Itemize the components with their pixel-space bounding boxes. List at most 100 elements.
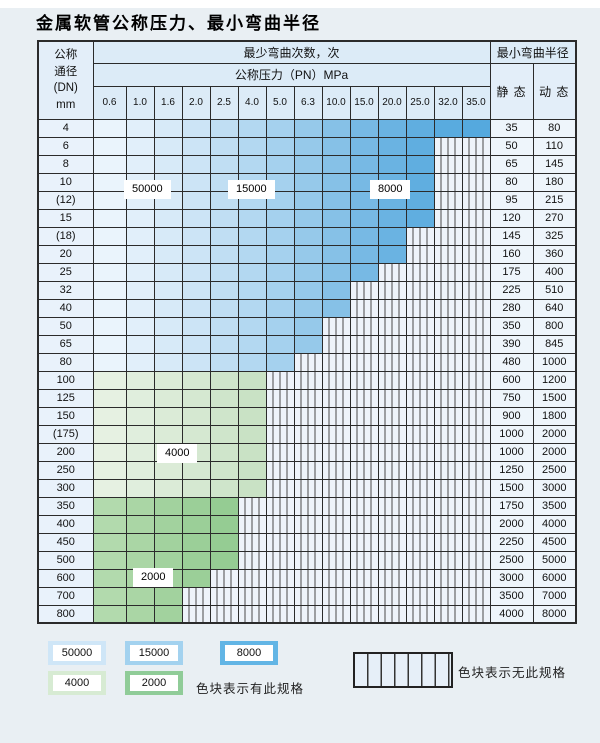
- static-cell: 350: [489, 316, 534, 336]
- no-spec-cell: [377, 460, 407, 480]
- spec-cell: [209, 550, 239, 570]
- no-spec-cell: [265, 550, 295, 570]
- spec-cell: [153, 154, 183, 174]
- no-spec-cell: [433, 226, 463, 246]
- no-spec-cell: [237, 604, 267, 624]
- spec-cell: [125, 280, 155, 300]
- no-spec-cell: [433, 406, 463, 426]
- dn-cell: 8: [37, 154, 94, 174]
- no-spec-cell: [321, 586, 351, 606]
- spec-cell: [92, 154, 127, 174]
- dn-cell: (18): [37, 226, 94, 246]
- no-spec-cell: [237, 514, 267, 534]
- no-spec-cell: [293, 406, 323, 426]
- spec-cell: [237, 136, 267, 156]
- spec-cell: [237, 154, 267, 174]
- spec-cell: [125, 352, 155, 372]
- no-spec-cell: [433, 514, 463, 534]
- no-spec-cell: [181, 586, 211, 606]
- no-spec-cell: [237, 532, 267, 552]
- spec-cell: [209, 532, 239, 552]
- no-spec-cell: [433, 262, 463, 282]
- dn-cell: 10: [37, 172, 94, 192]
- no-spec-cell: [461, 334, 491, 354]
- spec-cell: [92, 280, 127, 300]
- spec-cell: [153, 316, 183, 336]
- no-spec-cell: [293, 388, 323, 408]
- page-title: 金属软管公称压力、最小弯曲半径: [36, 14, 321, 34]
- table-row: 6 50 110: [37, 136, 577, 156]
- spec-cell: [237, 334, 267, 354]
- no-spec-cell: [377, 352, 407, 372]
- no-spec-cell: [377, 298, 407, 318]
- pressure-tick: 15.0: [349, 85, 379, 120]
- dynamic-cell: 5000: [532, 550, 577, 570]
- table-row: 150 900 1800: [37, 406, 577, 426]
- table-row: 450 2250 4500: [37, 532, 577, 552]
- spec-cell: [92, 118, 127, 138]
- spec-cell: [265, 244, 295, 264]
- no-spec-cell: [293, 550, 323, 570]
- dn-column-header: 公称 通径 (DN) mm: [37, 40, 94, 120]
- legend-swatch-label: 4000: [53, 675, 101, 691]
- table-row: (175) 1000 2000: [37, 424, 577, 444]
- static-cell: 175: [489, 262, 534, 282]
- static-cell: 145: [489, 226, 534, 246]
- spec-cell: [181, 334, 211, 354]
- spec-cell: [321, 190, 351, 210]
- no-spec-cell: [265, 442, 295, 462]
- no-spec-cell: [405, 478, 435, 498]
- dynamic-cell: 845: [532, 334, 577, 354]
- dn-cell: 200: [37, 442, 94, 462]
- no-spec-cell: [461, 370, 491, 390]
- spec-cell: [237, 226, 267, 246]
- static-cell: 2000: [489, 514, 534, 534]
- no-spec-cell: [405, 604, 435, 624]
- spec-cell: [209, 262, 239, 282]
- spec-cell: [321, 298, 351, 318]
- dn-cell: 400: [37, 514, 94, 534]
- spec-cell: [265, 280, 295, 300]
- no-spec-cell: [237, 586, 267, 606]
- pressure-tick: 4.0: [237, 85, 267, 120]
- spec-cell: [92, 136, 127, 156]
- spec-cell: [461, 118, 491, 138]
- spec-table: 公称 通径 (DN) mm 最少弯曲次数，次 最小弯曲半径 公称压力（PN）MPa 静…: [37, 40, 577, 624]
- dn-cell: 32: [37, 280, 94, 300]
- no-spec-cell: [265, 532, 295, 552]
- dn-cell: 800: [37, 604, 94, 624]
- dynamic-cell: 7000: [532, 586, 577, 606]
- no-spec-cell: [321, 388, 351, 408]
- spec-cell: [181, 208, 211, 228]
- table-row: 600 3000 6000: [37, 568, 577, 588]
- no-spec-cell: [265, 496, 295, 516]
- spec-cell: [377, 154, 407, 174]
- spec-cell: [237, 442, 267, 462]
- spec-cell: [92, 496, 127, 516]
- spec-cell: [92, 208, 127, 228]
- no-spec-cell: [405, 586, 435, 606]
- dn-cell: 20: [37, 244, 94, 264]
- spec-cell: [181, 244, 211, 264]
- spec-cell: [209, 316, 239, 336]
- spec-cell: [321, 262, 351, 282]
- no-spec-cell: [461, 406, 491, 426]
- dn-cell: (12): [37, 190, 94, 210]
- no-spec-cell: [433, 496, 463, 516]
- spec-cell: [265, 334, 295, 354]
- no-spec-cell: [461, 352, 491, 372]
- spec-cell: [92, 262, 127, 282]
- dynamic-cell: 6000: [532, 568, 577, 588]
- spec-cell: [349, 262, 379, 282]
- dn-cell: 40: [37, 298, 94, 318]
- no-spec-cell: [405, 352, 435, 372]
- static-cell: 4000: [489, 604, 534, 624]
- no-spec-cell: [461, 316, 491, 336]
- static-cell: 1250: [489, 460, 534, 480]
- dn-cell: 700: [37, 586, 94, 606]
- legend-has-spec-text: 色块表示有此规格: [196, 682, 305, 696]
- no-spec-cell: [461, 154, 491, 174]
- spec-cell: [265, 136, 295, 156]
- spec-cell: [349, 118, 379, 138]
